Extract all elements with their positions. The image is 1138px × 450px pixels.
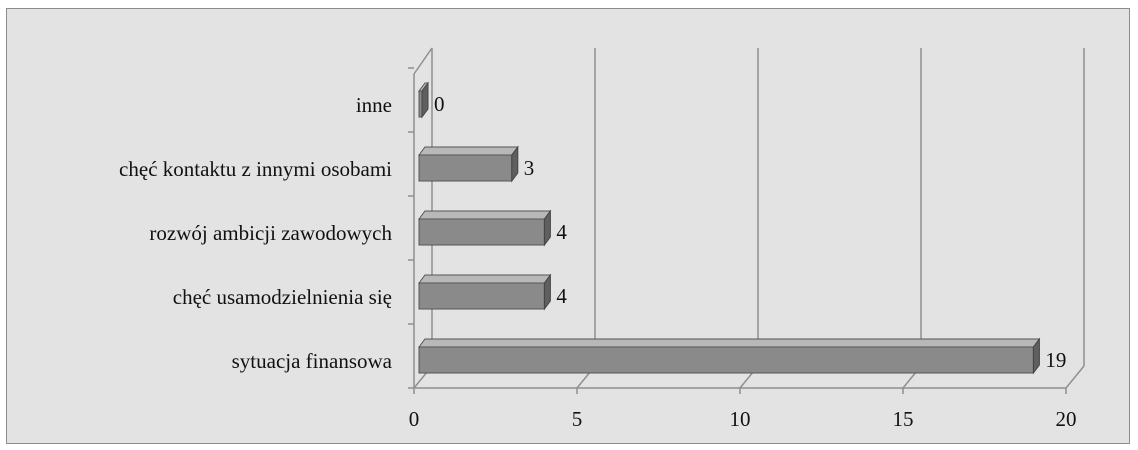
bar-top [418, 338, 1041, 348]
floor-diagonal-20 [1065, 365, 1085, 389]
x-tick-label: 5 [572, 407, 583, 431]
bar-layer [418, 81, 1041, 375]
bar-side [1032, 337, 1040, 375]
axis-layer [408, 47, 1067, 394]
bar [418, 218, 545, 246]
category-label: chęć kontaktu z innymi osobami [119, 157, 392, 181]
data-label: 0 [434, 92, 445, 116]
data-label: 4 [556, 284, 567, 308]
x-tick-label: 0 [409, 407, 420, 431]
x-tick-label: 15 [893, 407, 914, 431]
category-label: sytuacja finansowa [232, 349, 393, 373]
category-label: chęć usamodzielnienia się [173, 285, 392, 309]
bar [418, 154, 513, 182]
category-label: rozwój ambicji zawodowych [149, 221, 392, 245]
bar-side [511, 145, 519, 183]
bar-top [418, 274, 552, 284]
data-label: 4 [556, 220, 567, 244]
bar-side [543, 273, 551, 311]
category-label: inne [356, 93, 392, 117]
bar-side [543, 209, 551, 247]
data-label: 19 [1045, 348, 1066, 372]
bar [418, 346, 1034, 374]
label-layer: 0 5 10 15 20 sytuacja finansowa 19 chęć usamodz… [119, 92, 1076, 431]
bar-top [418, 210, 552, 220]
bar [418, 282, 545, 310]
data-label: 3 [524, 156, 535, 180]
bar-side [421, 81, 429, 119]
side-wall-top [413, 47, 433, 75]
bar-top [418, 146, 519, 156]
x-tick-label: 10 [730, 407, 751, 431]
grid-layer [413, 48, 1085, 389]
x-tick-label: 20 [1056, 407, 1077, 431]
